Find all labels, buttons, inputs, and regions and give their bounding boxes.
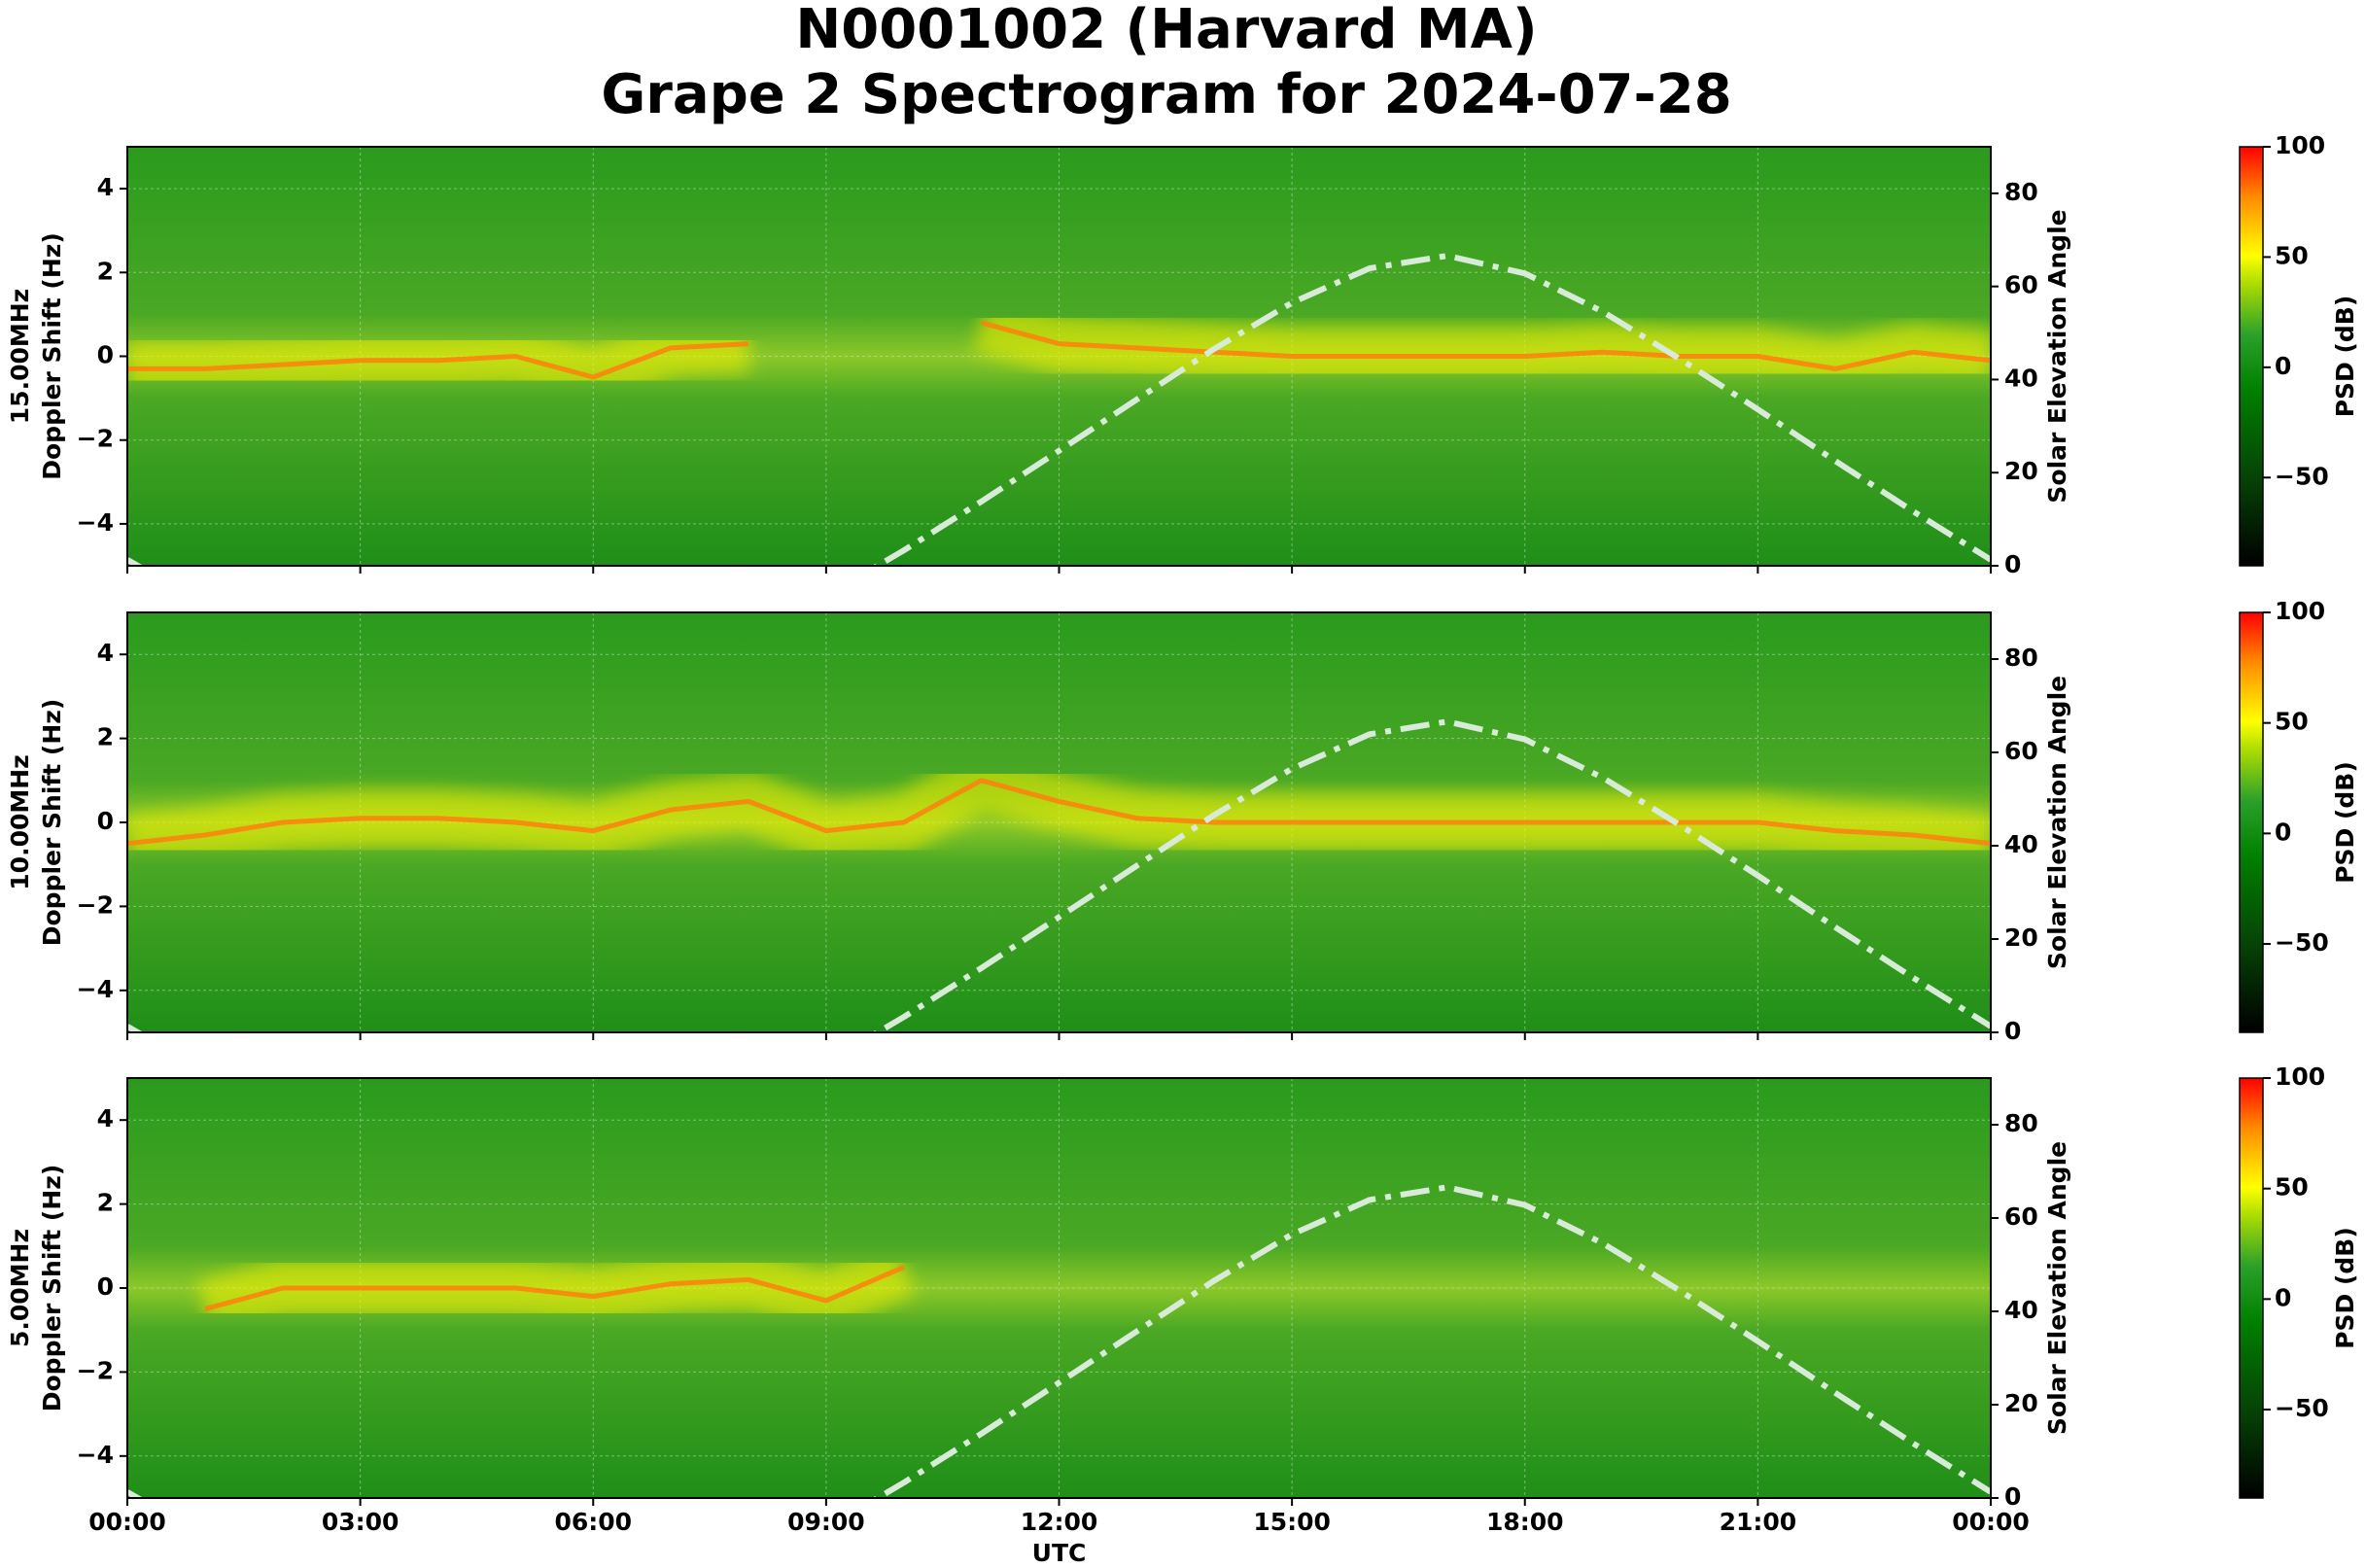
colorbar-tick-label: 0 xyxy=(2275,818,2291,846)
y-tick-label: 0 xyxy=(97,341,114,369)
colorbar-tick-label: −50 xyxy=(2275,462,2329,490)
plot-frame xyxy=(126,611,1992,1033)
y2-tick-label: 80 xyxy=(2004,1109,2038,1137)
y-tick-label: −2 xyxy=(77,890,114,919)
x-tick-label: 06:00 xyxy=(554,1508,632,1536)
colorbar-tick-label: 50 xyxy=(2275,708,2309,736)
colorbar-tick-label: 100 xyxy=(2275,1063,2325,1091)
y-tick-label: −4 xyxy=(77,508,114,537)
y2-tick-label: 80 xyxy=(2004,644,2038,672)
y2-tick-label: 0 xyxy=(2004,550,2021,578)
x-tick-label: 00:00 xyxy=(88,1508,166,1536)
colorbar-tick-label: 50 xyxy=(2275,241,2309,269)
y2-axis-label: Solar Elevation Angle xyxy=(2043,1141,2071,1435)
title: N0001002 (Harvard MA) xyxy=(795,0,1537,61)
y2-tick-label: 40 xyxy=(2004,830,2038,858)
x-tick-label: 12:00 xyxy=(1021,1508,1098,1536)
y-tick-label: 2 xyxy=(97,1189,114,1217)
y-tick-label: 0 xyxy=(97,807,114,835)
y2-tick-label: 40 xyxy=(2004,1296,2038,1324)
colorbar-tick-label: 0 xyxy=(2275,352,2291,380)
subtitle: Grape 2 Spectrogram for 2024-07-28 xyxy=(601,63,1731,126)
plot-area xyxy=(127,612,1991,1032)
x-tick-label: 00:00 xyxy=(1952,1508,2030,1536)
y2-tick-label: 60 xyxy=(2004,271,2038,299)
colorbar-label: PSD (dB) xyxy=(2331,1227,2359,1349)
x-tick-label: 09:00 xyxy=(787,1508,865,1536)
y-tick-label: 4 xyxy=(97,1104,114,1132)
y2-tick-label: 60 xyxy=(2004,1202,2038,1231)
doppler-trace xyxy=(127,778,1991,847)
y-tick-label: −2 xyxy=(77,1356,114,1384)
x-tick-label: 18:00 xyxy=(1486,1508,1564,1536)
y-tick-label: −2 xyxy=(77,425,114,453)
plot-frame xyxy=(126,146,1992,567)
y2-tick-label: 60 xyxy=(2004,737,2038,765)
y-tick-label: 4 xyxy=(97,639,114,667)
x-tick-label: 21:00 xyxy=(1720,1508,1797,1536)
colorbar-tick-label: 50 xyxy=(2275,1173,2309,1202)
colorbar xyxy=(2239,146,2264,567)
colorbar-label: PSD (dB) xyxy=(2331,761,2359,884)
y-tick-label: 4 xyxy=(97,173,114,201)
colorbar xyxy=(2239,1077,2264,1499)
y-tick-label: 2 xyxy=(97,257,114,285)
y2-axis-label: Solar Elevation Angle xyxy=(2043,676,2071,969)
y-axis-label: 10.00MHz xyxy=(6,754,34,889)
colorbar-tick-label: −50 xyxy=(2275,928,2329,957)
colorbar xyxy=(2239,611,2264,1033)
y-axis-label: Doppler Shift (Hz) xyxy=(38,232,66,480)
y2-tick-label: 20 xyxy=(2004,1389,2038,1417)
x-tick-label: 15:00 xyxy=(1253,1508,1331,1536)
plot-frame xyxy=(126,1077,1992,1499)
colorbar-label: PSD (dB) xyxy=(2331,296,2359,418)
y2-tick-label: 20 xyxy=(2004,923,2038,952)
y-tick-label: −4 xyxy=(77,1441,114,1469)
solar-elevation-line xyxy=(127,253,1991,566)
doppler-trace xyxy=(127,341,749,380)
y-axis-label: Doppler Shift (Hz) xyxy=(38,699,66,947)
solar-elevation-line xyxy=(127,718,1991,1032)
colorbar-tick-label: −50 xyxy=(2275,1394,2329,1422)
colorbar-tick-label: 100 xyxy=(2275,597,2325,625)
y2-tick-label: 0 xyxy=(2004,1482,2021,1511)
y-tick-label: −4 xyxy=(77,975,114,1003)
y2-tick-label: 0 xyxy=(2004,1017,2021,1045)
y-tick-label: 0 xyxy=(97,1272,114,1301)
colorbar-tick-label: 0 xyxy=(2275,1283,2291,1311)
solar-elevation-line xyxy=(127,1184,1991,1498)
y-axis-label: Doppler Shift (Hz) xyxy=(38,1165,66,1412)
doppler-trace xyxy=(980,320,1991,371)
y-axis-label: 15.00MHz xyxy=(6,289,34,424)
doppler-trace xyxy=(204,1265,905,1312)
x-tick-label: 03:00 xyxy=(322,1508,400,1536)
plot-area xyxy=(127,1078,1991,1498)
y-tick-label: 2 xyxy=(97,723,114,751)
y2-axis-label: Solar Elevation Angle xyxy=(2043,209,2071,503)
colorbar-tick-label: 100 xyxy=(2275,131,2325,159)
y2-tick-label: 40 xyxy=(2004,364,2038,392)
x-axis-label: UTC xyxy=(1032,1539,1087,1567)
y2-tick-label: 20 xyxy=(2004,457,2038,485)
y-axis-label: 5.00MHz xyxy=(6,1229,34,1347)
plot-area xyxy=(127,147,1991,566)
y2-tick-label: 80 xyxy=(2004,178,2038,206)
